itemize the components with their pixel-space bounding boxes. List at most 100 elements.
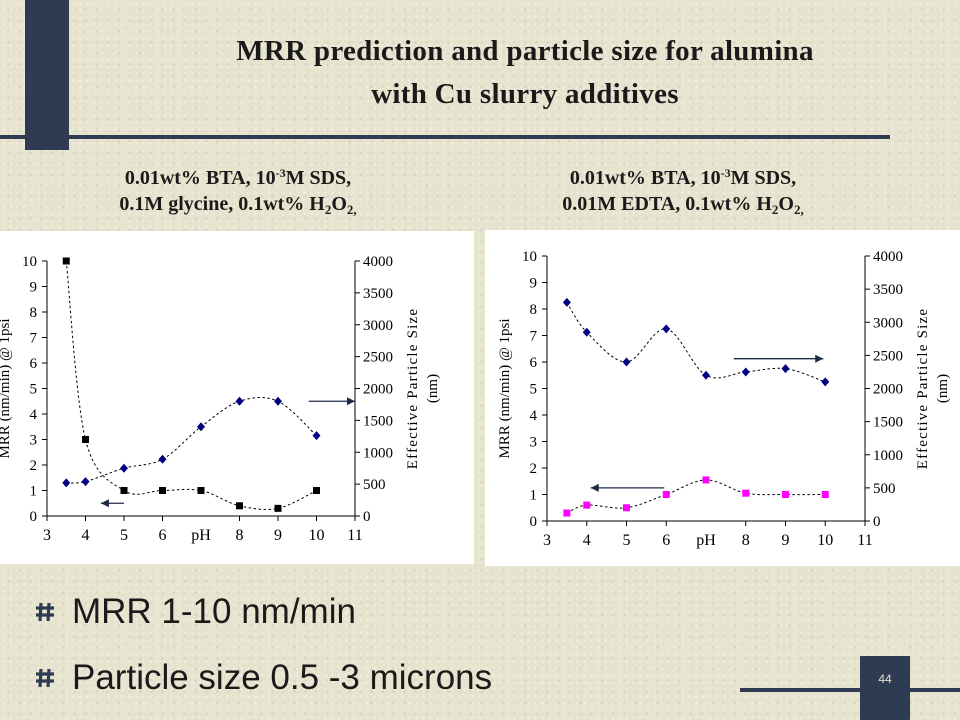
arrow-left-icon	[100, 499, 109, 508]
data-point-diamond	[622, 357, 631, 367]
subtitle-text: 0.01wt% BTA, 10	[124, 167, 276, 189]
data-point-square	[82, 436, 89, 443]
data-point-square	[274, 504, 282, 512]
x-tick-label: 8	[742, 532, 750, 549]
chart-left-svg: 0 1 2 3 4 5 6 7 8 9 10 0 500 1000 1500 2000 2500 3000 3500…	[0, 254, 441, 544]
data-point-diamond	[821, 377, 830, 387]
x-tick-label: 3	[43, 527, 51, 544]
y-tick-label: 4	[30, 407, 38, 423]
data-point-square	[662, 491, 670, 498]
chart-right: 0 1 2 3 4 5 6 7 8 9 10 0 500 1000 1500 2000 2500 3000 3500…	[485, 230, 960, 566]
subtitle-text: 0.1M glycine, 0.1wt% H	[119, 193, 325, 215]
data-point-diamond	[158, 454, 167, 464]
subtitle-subscript: 2,	[346, 202, 357, 217]
y2-tick-label: 1000	[873, 448, 903, 464]
subtitle-subscript: 2	[771, 202, 779, 217]
subtitle-text: O	[778, 193, 794, 215]
data-point-diamond	[235, 396, 244, 406]
y-tick-label: 0	[530, 514, 538, 530]
subtitle-subscript: 2,	[793, 202, 804, 217]
y-axis-label: MRR (nm/min) @ 1psi	[0, 318, 13, 458]
hash-bullet-icon	[36, 668, 54, 688]
y-tick-label: 8	[30, 305, 38, 321]
y2-axis-label: Effective Particle Size	[405, 308, 421, 469]
y2-tick-label: 2500	[363, 350, 393, 366]
y-tick-label: 8	[530, 302, 538, 318]
y2-tick-label: 3500	[363, 286, 393, 302]
y-tick-label: 6	[30, 356, 38, 372]
arrow-right-icon	[815, 354, 824, 363]
y2-tick-label: 1000	[363, 445, 393, 461]
x-axis-label: pH	[191, 527, 211, 544]
chart-subtitle-left: 0.01wt% BTA, 10-3M SDS, 0.1M glycine, 0.…	[38, 160, 438, 223]
y2-tick-label: 500	[873, 481, 896, 497]
y-tick-label: 9	[30, 280, 38, 296]
slide-number: 44	[878, 672, 892, 686]
data-point-square	[120, 487, 128, 494]
divider-line-bottom	[740, 688, 960, 692]
subtitle-left-line-2: 0.1M glycine, 0.1wt% H2O2,	[38, 191, 438, 223]
y-tick-label: 1	[530, 488, 538, 504]
y2-tick-label: 500	[363, 477, 386, 493]
data-point-diamond	[562, 297, 571, 307]
data-point-square	[197, 487, 205, 494]
data-point-square	[821, 491, 829, 498]
x-tick-label: 11	[347, 527, 362, 544]
y2-tick-label: 2000	[873, 382, 903, 398]
x-tick-label: 4	[82, 527, 90, 544]
y2-tick-label: 1500	[363, 413, 393, 429]
title-line-2: with Cu slurry additives	[371, 78, 679, 110]
x-tick-label: 6	[159, 527, 167, 544]
subtitle-left-line-1: 0.01wt% BTA, 10-3M SDS,	[38, 160, 438, 191]
subtitle-subscript: 2	[324, 202, 332, 217]
data-point-diamond	[120, 463, 128, 473]
subtitle-text: 0.01wt% BTA, 10	[569, 167, 721, 189]
y-tick-label: 7	[30, 331, 38, 347]
bullet-item-particle-size: Particle size 0.5 -3 microns	[34, 658, 492, 698]
data-point-diamond	[274, 396, 282, 406]
x-tick-label: 10	[817, 532, 833, 549]
data-point-diamond	[62, 478, 71, 488]
subtitle-text: 0.01M EDTA, 0.1wt% H	[562, 193, 772, 215]
y-tick-label: 1	[30, 484, 38, 500]
data-point-square	[623, 504, 630, 512]
y2-tick-label: 1500	[873, 415, 903, 431]
x-tick-label: 6	[662, 532, 670, 549]
y2-tick-label: 0	[873, 514, 881, 530]
trend-line	[66, 397, 317, 484]
y-tick-label: 6	[530, 355, 538, 371]
y2-axis-label-unit: (nm)	[935, 374, 951, 403]
arrow-right-icon	[347, 397, 355, 406]
data-point-diamond	[662, 324, 671, 334]
x-axis-label: pH	[696, 532, 716, 549]
y2-tick-label: 4000	[873, 249, 903, 265]
y-tick-label: 2	[530, 461, 538, 477]
y2-tick-label: 3000	[363, 318, 393, 334]
y2-axis-label-unit: (nm)	[425, 374, 441, 403]
y-tick-label: 5	[30, 382, 38, 398]
data-point-diamond	[781, 364, 790, 374]
data-point-diamond	[197, 422, 205, 432]
subtitle-superscript: -3	[275, 166, 286, 180]
arrow-left-icon	[590, 483, 599, 492]
data-point-diamond	[702, 370, 710, 380]
y2-axis-label: Effective Particle Size	[915, 308, 931, 469]
y-tick-label: 5	[530, 382, 538, 398]
slide-title: MRR prediction and particle size for alu…	[150, 30, 900, 116]
y-tick-label: 2	[30, 458, 38, 474]
data-point-square	[742, 489, 750, 497]
y2-tick-label: 0	[363, 509, 371, 525]
y-tick-label: 7	[530, 329, 538, 345]
bullet-item-mrr: MRR 1-10 nm/min	[34, 592, 356, 632]
y-tick-label: 10	[522, 249, 537, 265]
data-point-diamond	[81, 477, 90, 487]
subtitle-text: O	[331, 193, 347, 215]
title-line-1: MRR prediction and particle size for alu…	[236, 35, 814, 67]
data-point-square	[159, 487, 166, 494]
x-tick-label: 5	[623, 532, 631, 549]
y-tick-label: 9	[530, 276, 538, 292]
data-point-square	[583, 501, 591, 509]
data-point-square	[236, 502, 243, 510]
y-tick-label: 3	[30, 433, 38, 449]
x-tick-label: 11	[857, 532, 872, 549]
